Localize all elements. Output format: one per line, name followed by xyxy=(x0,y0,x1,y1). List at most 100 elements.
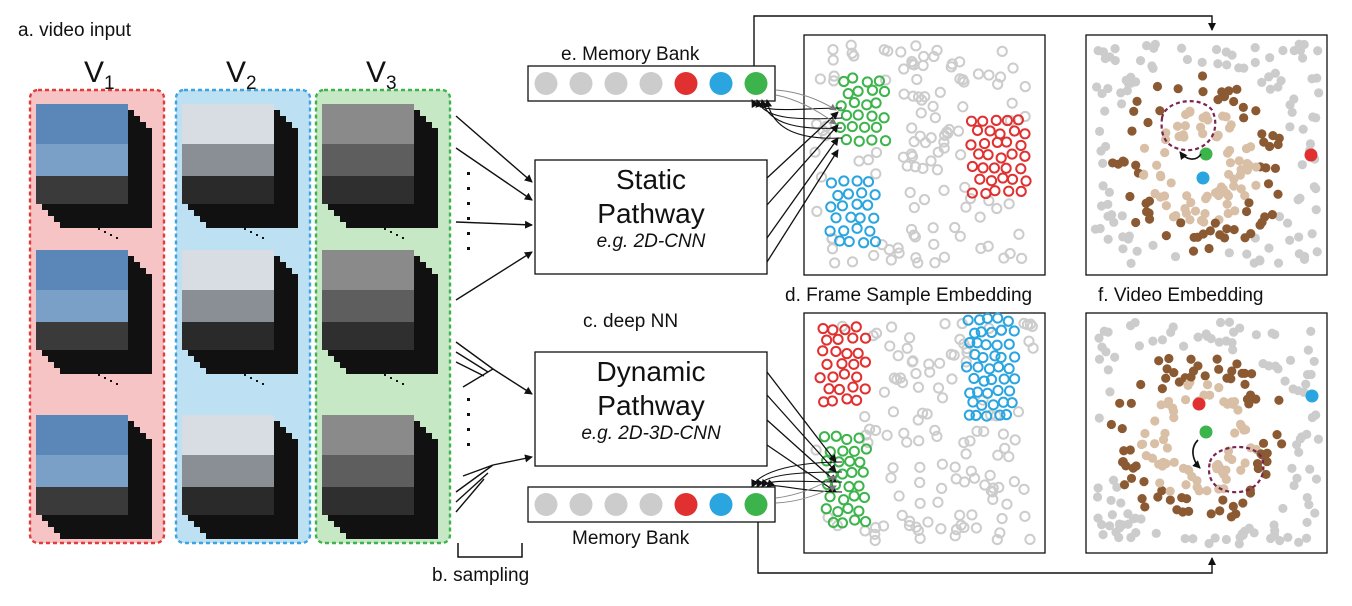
video-point xyxy=(1098,530,1108,540)
embedding-point xyxy=(964,435,976,447)
video-point xyxy=(1214,337,1224,347)
embedding-point xyxy=(817,345,829,357)
video-point xyxy=(1229,96,1239,107)
frame-ellipsis-dot xyxy=(396,380,398,382)
embedding-point xyxy=(1013,228,1025,240)
video-point xyxy=(1200,209,1210,219)
video-point xyxy=(1182,191,1192,201)
video-point xyxy=(1265,84,1275,94)
video-point xyxy=(1232,359,1242,369)
video-frame-ground xyxy=(322,487,414,515)
video-point xyxy=(1115,398,1125,408)
embedding-point xyxy=(859,516,872,528)
video-point xyxy=(1210,218,1220,228)
video-point xyxy=(1134,341,1144,351)
video-point xyxy=(1297,160,1307,170)
embedding-point xyxy=(909,161,921,173)
video-point xyxy=(1270,361,1281,371)
embedding-point xyxy=(1006,173,1019,185)
embedding-point xyxy=(992,384,1004,397)
video-point xyxy=(1190,206,1201,216)
video-point xyxy=(1225,145,1235,156)
embedding-point xyxy=(1016,252,1028,264)
video-point xyxy=(1289,46,1299,56)
dynamic-pathway-example: e.g. 2D-3D-CNN xyxy=(581,423,721,444)
embedding-point xyxy=(878,112,890,124)
embedding-point xyxy=(992,361,1005,373)
video-point xyxy=(1094,413,1104,423)
embedding-point xyxy=(958,521,970,534)
embedding-point xyxy=(885,472,897,484)
video-embedding-dynamic-points xyxy=(1092,317,1324,549)
video-point xyxy=(1264,72,1274,82)
embedding-point xyxy=(997,428,1010,440)
video-point xyxy=(1130,317,1140,328)
video-point xyxy=(1108,158,1118,168)
video-point xyxy=(1131,217,1141,228)
embedding-point xyxy=(922,516,934,528)
embedding-point xyxy=(936,482,948,495)
video-point xyxy=(1169,413,1179,423)
embedding-point xyxy=(896,509,908,521)
dynamic-pathway-title-2: Pathway xyxy=(597,390,705,421)
video-point xyxy=(1228,345,1238,355)
video-point xyxy=(1110,352,1120,362)
embedding-point xyxy=(1009,434,1021,446)
embedding-point xyxy=(958,476,971,488)
embedding-point xyxy=(935,523,947,535)
video-point xyxy=(1221,534,1231,545)
embedding-point xyxy=(860,429,872,441)
video-point xyxy=(1161,201,1171,211)
embedding-point xyxy=(849,514,861,526)
embedding-point xyxy=(824,225,836,237)
embedding-point xyxy=(815,171,828,183)
embedding-point xyxy=(939,318,951,330)
video-point xyxy=(1160,428,1170,438)
embedding-point xyxy=(981,387,994,399)
video-point xyxy=(1140,428,1150,439)
embedding-point xyxy=(923,358,935,370)
video-point xyxy=(1139,477,1149,487)
video-point xyxy=(1132,246,1142,256)
video-point xyxy=(1291,440,1302,450)
video-point xyxy=(1311,474,1322,484)
embedding-point xyxy=(989,185,1001,197)
embedding-point xyxy=(1015,185,1027,197)
video-point xyxy=(1247,369,1257,379)
embedding-point xyxy=(971,124,984,136)
embedding-point xyxy=(936,392,949,404)
embedding-point xyxy=(827,324,839,336)
embedding-point xyxy=(938,184,950,197)
embedding-point xyxy=(879,135,892,147)
video-point xyxy=(1152,81,1163,92)
video-point xyxy=(1261,163,1271,173)
embedding-point xyxy=(878,85,891,98)
embedding-point xyxy=(859,383,871,395)
video-point xyxy=(1188,246,1199,256)
video-point xyxy=(1170,251,1181,262)
embedding-point xyxy=(1001,114,1013,127)
video-point xyxy=(1245,390,1256,400)
video-point xyxy=(1136,514,1146,524)
embedding-point xyxy=(978,137,991,150)
video-frame-sky xyxy=(36,415,128,455)
video-point xyxy=(1182,54,1193,65)
embedding-point xyxy=(860,443,872,455)
embedding-point xyxy=(956,318,968,330)
embedding-point xyxy=(841,348,853,360)
embedding-point xyxy=(846,47,858,59)
video-point xyxy=(1185,215,1195,225)
attract-arrow-dynamic xyxy=(1192,439,1201,469)
embedding-point xyxy=(826,233,838,245)
video-point xyxy=(1292,473,1302,483)
embedding-point xyxy=(927,100,939,112)
embedding-point xyxy=(958,76,970,88)
memory-slot xyxy=(569,493,593,516)
video-point xyxy=(1308,112,1318,122)
embedding-point xyxy=(910,521,922,533)
embedding-point xyxy=(826,395,838,407)
video-3-name: V3 xyxy=(366,56,397,94)
frame-ellipsis-dot xyxy=(256,380,258,382)
video-point xyxy=(1148,240,1158,250)
video-point xyxy=(1183,380,1193,390)
